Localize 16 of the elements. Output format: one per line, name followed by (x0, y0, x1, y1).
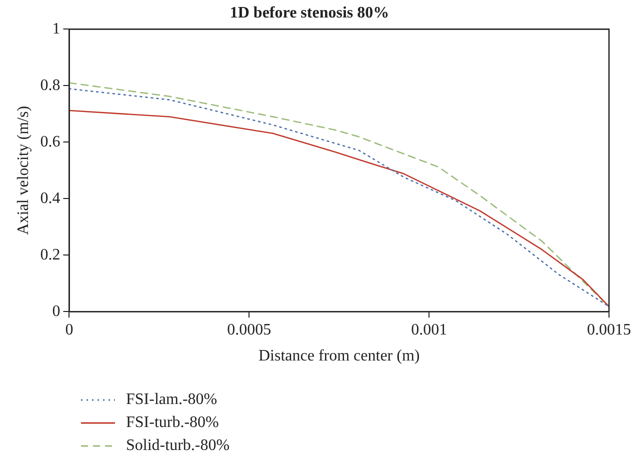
y-tick-label: 0.6 (40, 133, 60, 150)
y-axis-title: Axial velocity (m/s) (14, 106, 32, 235)
legend-label: FSI-turb.-80% (126, 414, 219, 432)
x-tick-label: 0.0015 (587, 321, 631, 338)
y-tick-label: 0.8 (40, 76, 60, 94)
legend-label: FSI-lam.-80% (126, 390, 218, 408)
x-tick-label: 0.0005 (227, 321, 272, 338)
y-tick-label: 0.4 (40, 190, 60, 207)
y-tick-label: 1 (52, 20, 60, 38)
x-tick-label: 0.001 (411, 321, 448, 338)
chart-title: 1D before stenosis 80% (230, 4, 390, 22)
x-axis-title: Distance from center (m) (258, 348, 420, 365)
legend-label: Solid-turb.-80% (126, 436, 230, 454)
y-tick-label: 0 (52, 302, 60, 320)
x-tick-label: 0 (65, 321, 74, 338)
y-tick-label: 0.2 (40, 246, 60, 264)
